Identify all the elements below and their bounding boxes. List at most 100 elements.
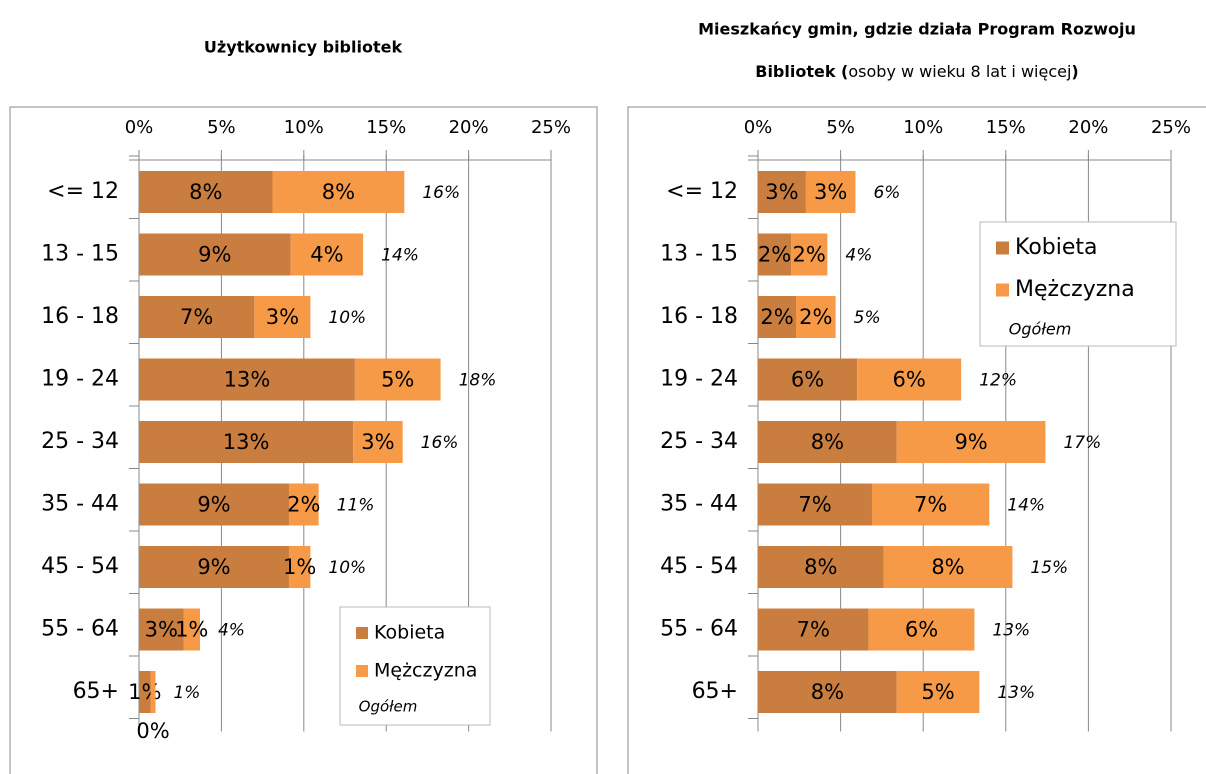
chart-frame [627,106,1206,774]
bar-segment [139,171,273,213]
title-part: osoby w wieku 8 lat i więcej [848,62,1071,81]
y-tick-label: 19 - 24 [41,367,119,392]
x-tick-label: 25% [1151,117,1191,138]
legend-label: Ogółem [359,698,418,716]
x-tick-label: 10% [903,117,943,138]
total-label: 14% [1007,496,1045,516]
bar-segment [254,296,311,338]
bar-segment [758,421,897,463]
total-label: 16% [422,183,460,203]
bar-segment [139,296,255,338]
chart-title: Bibliotek (osoby w wieku 8 lat i więcej) [755,62,1078,81]
chart-frame [9,106,598,774]
total-label: 5% [854,308,881,328]
total-label: 17% [1063,433,1101,453]
total-label: 14% [381,246,419,266]
y-tick-label: 19 - 24 [660,367,738,392]
legend-label: Mężczyzna [1015,277,1135,302]
y-tick-label: 16 - 18 [660,304,738,329]
chart-title: Użytkownicy bibliotek [204,38,403,57]
total-label: 12% [979,371,1017,391]
bar-label: 1% [283,555,316,579]
bar-label: 3% [765,180,798,204]
title-part: Bibliotek ( [755,62,848,81]
bar-label: 8% [811,680,844,704]
bar-segment [791,233,828,276]
x-tick-label: 25% [531,117,571,138]
bar-segment [139,483,289,526]
legend-swatch [996,283,1009,297]
bar-label: 2% [793,243,826,267]
bar-segment [139,546,289,588]
bar-label: 3% [814,180,847,204]
y-tick-label: <= 12 [666,179,738,204]
bar-segment [183,608,200,651]
title-part: ) [1071,62,1078,81]
legend-label: Kobieta [374,622,445,644]
bar-segment [857,358,962,401]
bar-segment [758,483,872,526]
y-tick-label: 65+ [692,679,738,704]
y-tick-label: 13 - 15 [660,242,738,267]
total-label: 1% [173,683,200,703]
bar-label: 3% [145,618,178,642]
y-tick-label: 16 - 18 [41,304,119,329]
bar-segment [758,671,897,713]
total-label: 6% [873,183,900,203]
x-tick-label: 0% [125,117,154,138]
total-label: 16% [421,433,459,453]
bar-label: 0% [136,719,169,743]
bar-segment [758,546,884,588]
bar-label: 2% [287,493,320,517]
bar-label: 9% [197,493,230,517]
total-label: 13% [997,683,1035,703]
y-tick-label: <= 12 [47,179,119,204]
bar-segment [272,171,405,213]
legend-swatch [356,665,368,677]
bar-label: 8% [811,430,844,454]
total-label: 4% [218,621,245,641]
bar-label: 4% [310,243,343,267]
bar-label: 8% [931,555,964,579]
bar-label: 9% [198,243,231,267]
y-tick-label: 55 - 64 [660,617,738,642]
bar-segment [896,421,1046,463]
bar-segment [353,421,403,463]
bar-segment [139,233,291,276]
legend-box [979,221,1177,347]
x-tick-label: 5% [207,117,236,138]
bar-segment [758,233,792,276]
bar-label: 6% [892,368,925,392]
bar-segment [139,608,184,651]
total-label: 13% [992,621,1030,641]
bar-segment [139,671,151,713]
total-label: 15% [1030,558,1068,578]
bar-label: 8% [189,180,222,204]
bar-segment [139,358,355,401]
bar-label: 9% [197,555,230,579]
total-label: 10% [328,558,366,578]
bar-segment [288,483,319,526]
bar-label: 13% [223,430,270,454]
y-tick-label: 55 - 64 [41,617,119,642]
bar-label: 8% [804,555,837,579]
bar-label: 5% [921,680,954,704]
bar-label: 3% [266,305,299,329]
bar-label: 2% [799,305,832,329]
chart-title: Mieszkańcy gmin, gdzie działa Program Ro… [698,20,1136,39]
x-tick-label: 10% [284,117,324,138]
bar-label: 7% [180,305,213,329]
bar-segment [150,671,156,713]
bar-segment [758,171,806,213]
bar-segment [758,296,796,338]
bar-label: 1% [175,618,208,642]
y-tick-label: 45 - 54 [660,554,738,579]
bar-label: 5% [381,368,414,392]
y-tick-label: 45 - 54 [41,554,119,579]
bar-segment [871,483,990,526]
total-label: 11% [337,496,375,516]
bar-label: 2% [760,305,793,329]
bar-label: 13% [224,368,271,392]
total-label: 18% [459,371,497,391]
legend-label: Mężczyzna [374,660,477,682]
